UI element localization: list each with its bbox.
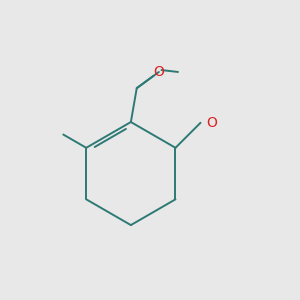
Text: O: O [206,116,217,130]
Text: O: O [153,65,164,79]
